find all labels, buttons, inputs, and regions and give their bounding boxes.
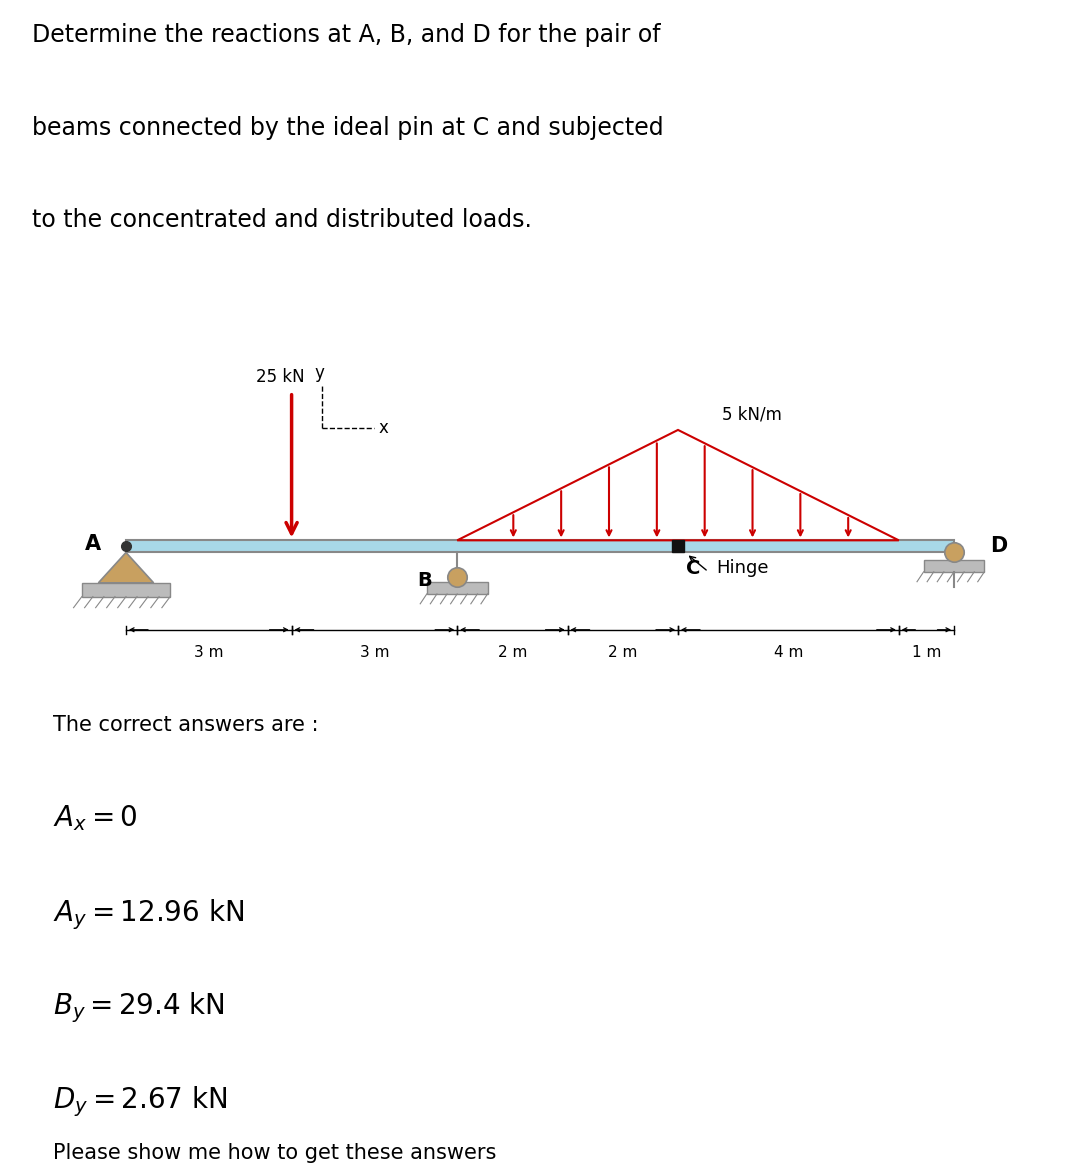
Bar xyxy=(923,559,984,572)
Text: Determine the reactions at A, B, and D for the pair of: Determine the reactions at A, B, and D f… xyxy=(32,23,661,48)
Text: A: A xyxy=(84,534,100,554)
Text: $D_y = 2.67\ \mathrm{kN}$: $D_y = 2.67\ \mathrm{kN}$ xyxy=(53,1084,227,1119)
Text: 3 m: 3 m xyxy=(194,645,224,660)
Text: 5 kN/m: 5 kN/m xyxy=(723,405,782,423)
Text: C: C xyxy=(686,559,701,578)
Text: beams connected by the ideal pin at C and subjected: beams connected by the ideal pin at C an… xyxy=(32,116,664,140)
Text: B: B xyxy=(418,571,432,590)
Text: 2 m: 2 m xyxy=(498,645,527,660)
Bar xyxy=(126,541,954,552)
Text: to the concentrated and distributed loads.: to the concentrated and distributed load… xyxy=(32,208,532,232)
Text: x: x xyxy=(378,418,388,437)
Text: Please show me how to get these answers: Please show me how to get these answers xyxy=(53,1143,496,1163)
Bar xyxy=(82,583,171,597)
Text: $A_y = 12.96\ \mathrm{kN}$: $A_y = 12.96\ \mathrm{kN}$ xyxy=(53,897,244,932)
Text: $A_x = 0$: $A_x = 0$ xyxy=(53,804,137,834)
Text: The correct answers are :: The correct answers are : xyxy=(53,715,319,735)
Text: 1 m: 1 m xyxy=(912,645,941,660)
Text: $B_y = 29.4\ \mathrm{kN}$: $B_y = 29.4\ \mathrm{kN}$ xyxy=(53,990,225,1026)
Polygon shape xyxy=(98,552,153,583)
Text: 25 kN: 25 kN xyxy=(256,368,305,387)
Text: 3 m: 3 m xyxy=(360,645,389,660)
Text: D: D xyxy=(990,536,1008,556)
Text: y: y xyxy=(314,364,324,382)
Bar xyxy=(427,582,487,593)
Text: 4 m: 4 m xyxy=(773,645,804,660)
Text: Hinge: Hinge xyxy=(717,559,769,577)
Text: 2 m: 2 m xyxy=(608,645,637,660)
